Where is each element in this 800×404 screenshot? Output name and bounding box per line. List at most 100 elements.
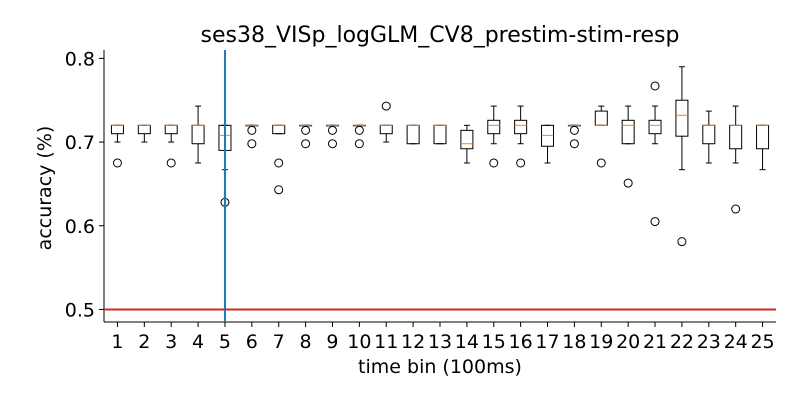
outlier-point [381, 101, 391, 111]
iqr-box [191, 124, 205, 145]
box-20 [621, 105, 635, 188]
x-tick-label: 21 [643, 331, 667, 353]
x-tick-label: 8 [300, 331, 312, 353]
x-tick-label: 23 [697, 331, 721, 353]
x-tick-label: 6 [246, 331, 258, 353]
outlier-point [596, 158, 606, 168]
box-13 [433, 124, 447, 145]
outlier-point [274, 158, 284, 168]
box-12 [406, 124, 420, 145]
box-24 [729, 105, 743, 214]
y-axis-label: accuracy (%) [34, 126, 56, 251]
outlier-point [677, 237, 687, 247]
x-axis-label: time bin (100ms) [358, 356, 522, 378]
x-tick-label: 18 [562, 331, 586, 353]
x-tick-label: 11 [374, 331, 398, 353]
iqr-box [460, 129, 474, 150]
x-tick-label: 19 [589, 331, 613, 353]
x-tick-label: 14 [455, 331, 479, 353]
outlier-point [301, 139, 311, 149]
iqr-box [137, 124, 151, 135]
iqr-box [164, 124, 178, 135]
x-tick-label: 25 [750, 331, 774, 353]
x-tick-label: 15 [482, 331, 506, 353]
outlier-point [112, 158, 122, 168]
box-2 [137, 124, 151, 143]
iqr-box [621, 119, 635, 145]
tick-labels: 0.50.60.70.81 2 3 4 5 6 7 8 9 10 11 12 13 14 15 16 17 18 1… [65, 48, 775, 353]
x-tick-label: 3 [165, 331, 177, 353]
iqr-box [648, 119, 662, 135]
iqr-box [675, 99, 689, 137]
y-tick-label: 0.7 [65, 132, 95, 154]
box-22 [675, 66, 689, 247]
outlier-point [327, 139, 337, 149]
outlier-point [247, 125, 257, 135]
outlier-point [354, 139, 364, 149]
box-3 [164, 124, 178, 168]
box-14 [460, 124, 474, 164]
box-23 [702, 110, 716, 164]
iqr-box [272, 124, 286, 135]
box-1 [110, 124, 124, 168]
outlier-point [489, 158, 499, 168]
outlier-point [569, 125, 579, 135]
box-18 [567, 124, 581, 149]
box-25 [756, 124, 770, 171]
x-tick-label: 17 [535, 331, 559, 353]
iqr-box [379, 124, 393, 135]
reference-lines [104, 50, 776, 322]
iqr-box [406, 124, 420, 145]
y-tick-label: 0.5 [65, 299, 95, 321]
outlier-point [301, 125, 311, 135]
x-tick-label: 20 [616, 331, 640, 353]
x-tick-label: 12 [401, 331, 425, 353]
iqr-box [433, 124, 447, 145]
outlier-point [650, 81, 660, 91]
outlier-point [731, 204, 741, 214]
x-tick-label: 22 [670, 331, 694, 353]
outlier-point [650, 217, 660, 227]
y-tick-label: 0.8 [65, 48, 95, 70]
outlier-point [166, 158, 176, 168]
box-15 [487, 105, 501, 168]
box-8 [299, 124, 313, 149]
box-9 [325, 124, 339, 149]
x-tick-label: 1 [111, 331, 123, 353]
x-tick-label: 16 [509, 331, 533, 353]
x-tick-label: 24 [724, 331, 748, 353]
iqr-box [702, 124, 716, 145]
x-tick-label: 9 [326, 331, 338, 353]
x-tick-label: 5 [219, 331, 231, 353]
box-11 [379, 101, 393, 143]
x-tick-label: 4 [192, 331, 204, 353]
iqr-box [729, 124, 743, 150]
outlier-point [327, 125, 337, 135]
box-4 [191, 105, 205, 164]
outlier-point [354, 125, 364, 135]
iqr-box [756, 124, 770, 150]
box-21 [648, 81, 662, 227]
x-tick-label: 7 [273, 331, 285, 353]
box-series [110, 66, 770, 247]
box-19 [594, 105, 608, 168]
outlier-point [623, 178, 633, 188]
outlier-point [247, 139, 257, 149]
iqr-box [110, 124, 124, 135]
x-tick-label: 2 [138, 331, 150, 353]
iqr-box [594, 110, 608, 126]
x-tick-label: 10 [347, 331, 371, 353]
box-10 [352, 124, 366, 149]
outlier-point [516, 158, 526, 168]
x-tick-label: 13 [428, 331, 452, 353]
box-17 [541, 124, 555, 164]
y-tick-label: 0.6 [65, 216, 95, 238]
outlier-point [569, 139, 579, 149]
box-16 [514, 105, 528, 168]
axes [103, 50, 776, 323]
iqr-box [487, 119, 501, 135]
box-6 [245, 124, 259, 149]
box-7 [272, 124, 286, 195]
